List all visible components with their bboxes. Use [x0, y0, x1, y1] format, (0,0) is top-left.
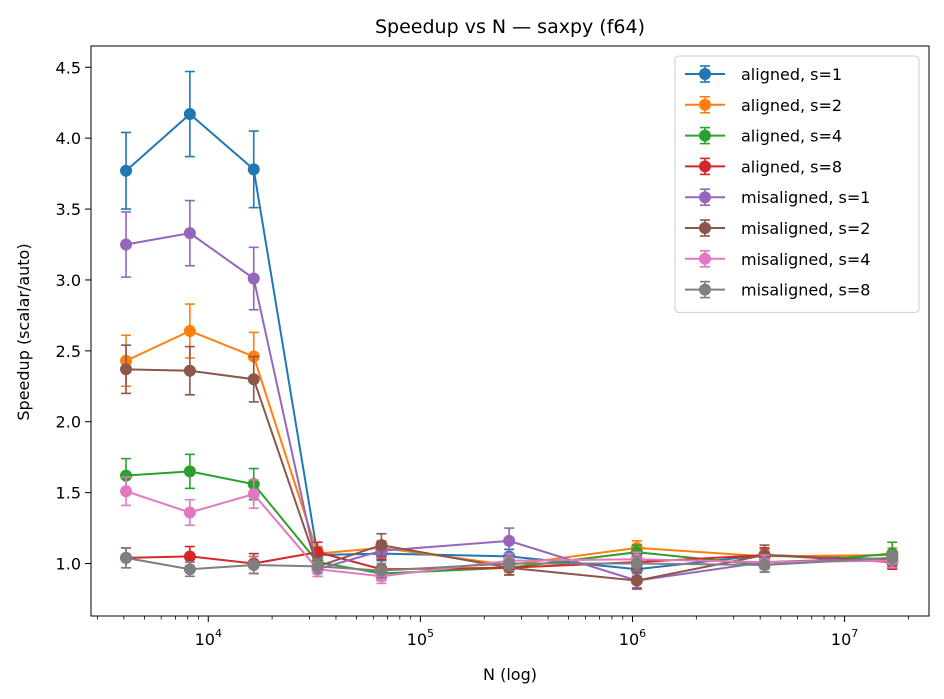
legend-label: misaligned, s=8	[741, 281, 870, 300]
data-point	[120, 551, 133, 564]
legend-label: aligned, s=1	[741, 65, 842, 84]
legend-swatch-marker	[699, 283, 711, 296]
series-7	[120, 547, 899, 579]
legend-label: misaligned, s=2	[741, 219, 870, 238]
legend-label: misaligned, s=4	[741, 250, 870, 269]
y-tick-label: 3.5	[56, 200, 81, 219]
legend-item: aligned, s=1	[685, 65, 842, 84]
x-tick-label: 106	[619, 627, 646, 649]
data-point	[120, 485, 133, 498]
y-tick-label: 4.5	[56, 58, 81, 77]
legend-label: misaligned, s=1	[741, 188, 870, 207]
data-point	[375, 564, 388, 577]
y-tick-label: 2.0	[56, 413, 81, 432]
data-point	[503, 534, 516, 547]
data-series	[120, 70, 899, 590]
data-point	[183, 325, 196, 337]
x-tick-label: 104	[195, 627, 222, 649]
legend-swatch-marker	[699, 160, 711, 173]
data-point	[183, 465, 196, 478]
legend-swatch-marker	[699, 129, 711, 142]
legend-item: misaligned, s=2	[685, 219, 870, 238]
data-point	[120, 469, 133, 482]
legend-label: aligned, s=4	[741, 127, 842, 146]
legend-item: aligned, s=4	[685, 127, 842, 146]
y-tick-label: 4.0	[56, 129, 81, 148]
data-point	[120, 238, 133, 251]
legend-item: misaligned, s=4	[685, 250, 870, 269]
data-point	[886, 551, 899, 564]
legend: aligned, s=1 aligned, s=2 aligned, s=4 alig…	[674, 55, 920, 313]
data-point	[183, 108, 196, 121]
legend-box	[674, 55, 920, 313]
x-tick-label: 107	[831, 627, 858, 649]
chart-title: Speedup vs N — saxpy (f64)	[375, 16, 645, 38]
data-point	[247, 488, 260, 501]
legend-swatch-marker	[699, 191, 711, 204]
data-point	[630, 557, 643, 570]
plot-frame	[90, 45, 930, 617]
data-point	[183, 550, 196, 563]
legend-swatch-marker	[699, 222, 711, 234]
legend-item: aligned, s=8	[685, 157, 842, 176]
data-point	[247, 558, 260, 571]
y-tick-label: 3.0	[56, 271, 81, 290]
x-axis-label: N (log)	[483, 665, 537, 684]
legend-item: misaligned, s=8	[685, 281, 870, 300]
legend-item: misaligned, s=1	[685, 188, 870, 207]
y-tick-label: 2.5	[56, 342, 81, 361]
data-point	[120, 363, 133, 376]
data-point	[247, 163, 260, 176]
x-tick-label: 105	[407, 627, 434, 649]
data-point	[183, 563, 196, 576]
data-point	[630, 574, 643, 587]
data-point	[183, 227, 196, 240]
y-axis-label: Speedup (scalar/auto)	[14, 243, 33, 420]
legend-item: aligned, s=2	[685, 96, 842, 115]
data-point	[247, 272, 260, 285]
data-point	[375, 539, 388, 552]
data-point	[758, 558, 771, 571]
legend-label: aligned, s=8	[741, 157, 842, 176]
legend-swatch-marker	[699, 68, 711, 80]
y-tick-label: 1.0	[56, 555, 81, 574]
legend-swatch-marker	[699, 252, 711, 265]
y-tick-label: 1.5	[56, 484, 81, 503]
data-point	[311, 560, 324, 573]
data-point	[247, 373, 260, 386]
data-point	[183, 506, 196, 519]
data-point	[183, 364, 196, 377]
data-point	[120, 164, 133, 177]
axis-ticks: 1.0 1.5 2.0 2.5 3.0 3.5 4.0 4.5 104 105 106 107	[56, 58, 909, 649]
legend-label: aligned, s=2	[741, 96, 842, 115]
data-point	[503, 557, 516, 570]
legend-swatch-marker	[699, 98, 711, 111]
